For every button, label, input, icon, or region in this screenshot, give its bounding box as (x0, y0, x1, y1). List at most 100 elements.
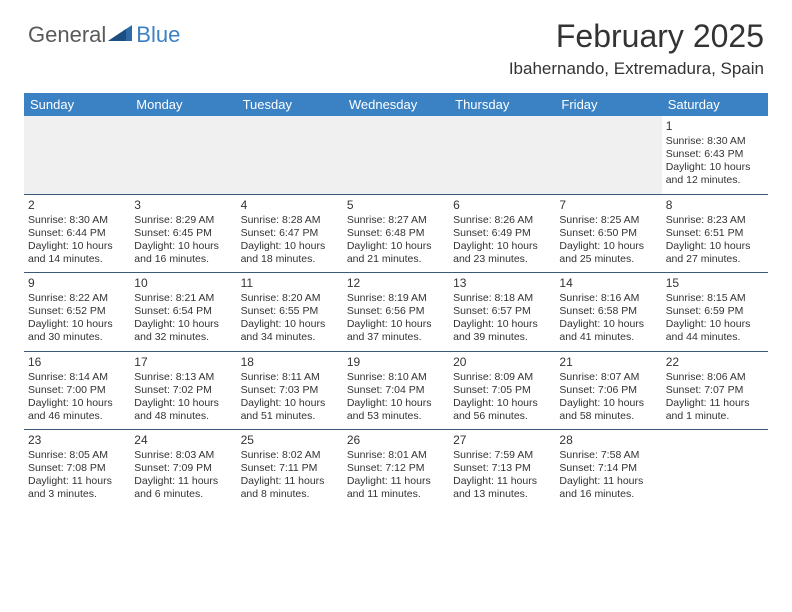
day-number: 26 (347, 433, 445, 448)
day-number: 28 (559, 433, 657, 448)
day-cell: 15Sunrise: 8:15 AMSunset: 6:59 PMDayligh… (662, 273, 768, 351)
day-info-line: Sunrise: 7:58 AM (559, 449, 657, 462)
day-info-line: and 8 minutes. (241, 488, 339, 501)
day-info-line: Sunset: 7:07 PM (666, 384, 764, 397)
weekday-friday: Friday (555, 93, 661, 116)
day-cell: 1Sunrise: 8:30 AMSunset: 6:43 PMDaylight… (662, 116, 768, 194)
day-info-line: and 14 minutes. (28, 253, 126, 266)
week-row: 1Sunrise: 8:30 AMSunset: 6:43 PMDaylight… (24, 116, 768, 194)
day-info-line: Sunrise: 8:16 AM (559, 292, 657, 305)
day-info-line: and 34 minutes. (241, 331, 339, 344)
day-info-line: Daylight: 11 hours (666, 397, 764, 410)
day-number: 23 (28, 433, 126, 448)
day-info-line: Daylight: 10 hours (347, 397, 445, 410)
day-info-line: and 13 minutes. (453, 488, 551, 501)
day-cell: 6Sunrise: 8:26 AMSunset: 6:49 PMDaylight… (449, 195, 555, 273)
day-info-line: Daylight: 10 hours (347, 318, 445, 331)
calendar-grid: SundayMondayTuesdayWednesdayThursdayFrid… (24, 93, 768, 508)
day-info-line: Daylight: 11 hours (241, 475, 339, 488)
day-cell: 25Sunrise: 8:02 AMSunset: 7:11 PMDayligh… (237, 430, 343, 508)
day-number: 20 (453, 355, 551, 370)
day-info-line: and 25 minutes. (559, 253, 657, 266)
day-info-line: Sunrise: 8:27 AM (347, 214, 445, 227)
day-info-line: Sunset: 6:54 PM (134, 305, 232, 318)
day-cell: 28Sunrise: 7:58 AMSunset: 7:14 PMDayligh… (555, 430, 661, 508)
day-cell: 11Sunrise: 8:20 AMSunset: 6:55 PMDayligh… (237, 273, 343, 351)
day-info-line: Sunset: 6:44 PM (28, 227, 126, 240)
day-info-line: Sunrise: 8:15 AM (666, 292, 764, 305)
day-info-line: and 32 minutes. (134, 331, 232, 344)
day-cell: 2Sunrise: 8:30 AMSunset: 6:44 PMDaylight… (24, 195, 130, 273)
day-info-line: Daylight: 10 hours (559, 397, 657, 410)
day-info-line: and 30 minutes. (28, 331, 126, 344)
day-info-line: and 37 minutes. (347, 331, 445, 344)
day-info-line: and 12 minutes. (666, 174, 764, 187)
week-row: 9Sunrise: 8:22 AMSunset: 6:52 PMDaylight… (24, 272, 768, 351)
day-info-line: Daylight: 11 hours (453, 475, 551, 488)
day-info-line: Sunset: 7:09 PM (134, 462, 232, 475)
day-info-line: Sunrise: 8:18 AM (453, 292, 551, 305)
day-info-line: Sunset: 6:50 PM (559, 227, 657, 240)
day-info-line: Daylight: 11 hours (559, 475, 657, 488)
day-cell: 17Sunrise: 8:13 AMSunset: 7:02 PMDayligh… (130, 352, 236, 430)
day-info-line: Daylight: 10 hours (28, 397, 126, 410)
day-cell: 26Sunrise: 8:01 AMSunset: 7:12 PMDayligh… (343, 430, 449, 508)
day-number: 1 (666, 119, 764, 134)
weekday-tuesday: Tuesday (237, 93, 343, 116)
day-info-line: Sunrise: 8:10 AM (347, 371, 445, 384)
day-info-line: Sunrise: 8:13 AM (134, 371, 232, 384)
day-info-line: Sunrise: 8:01 AM (347, 449, 445, 462)
day-cell: 20Sunrise: 8:09 AMSunset: 7:05 PMDayligh… (449, 352, 555, 430)
week-row: 16Sunrise: 8:14 AMSunset: 7:00 PMDayligh… (24, 351, 768, 430)
day-number: 27 (453, 433, 551, 448)
day-info-line: Daylight: 10 hours (347, 240, 445, 253)
day-info-line: Daylight: 11 hours (134, 475, 232, 488)
day-info-line: and 3 minutes. (28, 488, 126, 501)
day-info-line: Sunrise: 8:09 AM (453, 371, 551, 384)
day-cell: 14Sunrise: 8:16 AMSunset: 6:58 PMDayligh… (555, 273, 661, 351)
empty-cell (130, 116, 236, 194)
day-info-line: Sunset: 7:00 PM (28, 384, 126, 397)
day-info-line: Sunset: 7:05 PM (453, 384, 551, 397)
day-info-line: Daylight: 10 hours (666, 161, 764, 174)
empty-cell (662, 430, 768, 508)
day-info-line: Daylight: 10 hours (453, 240, 551, 253)
logo: General Blue (28, 22, 180, 48)
day-info-line: Sunset: 6:59 PM (666, 305, 764, 318)
day-info-line: and 27 minutes. (666, 253, 764, 266)
day-info-line: Sunset: 6:47 PM (241, 227, 339, 240)
day-info-line: Sunset: 6:55 PM (241, 305, 339, 318)
page-header: General Blue February 2025 Ibahernando, … (0, 0, 792, 83)
day-info-line: and 1 minute. (666, 410, 764, 423)
day-number: 18 (241, 355, 339, 370)
day-info-line: Sunset: 7:02 PM (134, 384, 232, 397)
weekday-thursday: Thursday (449, 93, 555, 116)
day-info-line: Sunset: 7:14 PM (559, 462, 657, 475)
day-info-line: Sunset: 7:03 PM (241, 384, 339, 397)
day-info-line: Sunset: 7:04 PM (347, 384, 445, 397)
day-number: 12 (347, 276, 445, 291)
day-info-line: Daylight: 10 hours (28, 240, 126, 253)
day-number: 4 (241, 198, 339, 213)
day-info-line: Sunset: 7:06 PM (559, 384, 657, 397)
day-info-line: Sunset: 7:13 PM (453, 462, 551, 475)
day-info-line: Sunrise: 8:19 AM (347, 292, 445, 305)
day-number: 25 (241, 433, 339, 448)
day-info-line: Sunrise: 8:28 AM (241, 214, 339, 227)
day-info-line: Sunset: 6:58 PM (559, 305, 657, 318)
day-info-line: and 41 minutes. (559, 331, 657, 344)
day-info-line: Sunrise: 8:11 AM (241, 371, 339, 384)
empty-cell (449, 116, 555, 194)
day-number: 22 (666, 355, 764, 370)
day-info-line: Daylight: 10 hours (241, 397, 339, 410)
day-info-line: Sunrise: 8:23 AM (666, 214, 764, 227)
day-cell: 10Sunrise: 8:21 AMSunset: 6:54 PMDayligh… (130, 273, 236, 351)
day-info-line: Sunset: 6:49 PM (453, 227, 551, 240)
day-number: 5 (347, 198, 445, 213)
day-number: 17 (134, 355, 232, 370)
day-cell: 5Sunrise: 8:27 AMSunset: 6:48 PMDaylight… (343, 195, 449, 273)
weekday-sunday: Sunday (24, 93, 130, 116)
day-info-line: Daylight: 10 hours (453, 397, 551, 410)
day-info-line: Sunrise: 8:20 AM (241, 292, 339, 305)
day-info-line: Sunrise: 8:05 AM (28, 449, 126, 462)
